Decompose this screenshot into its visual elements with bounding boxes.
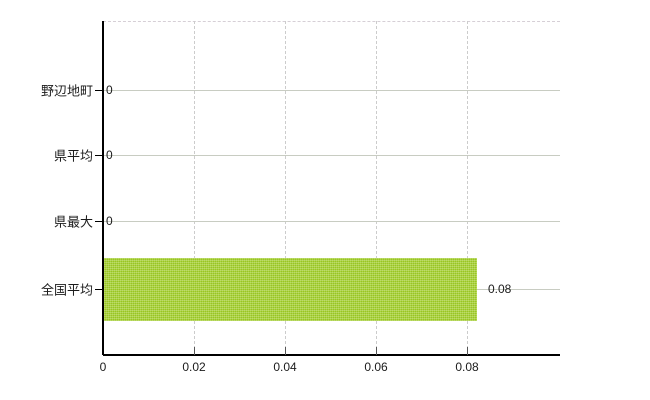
bar-category-3[interactable] bbox=[103, 258, 478, 321]
x-axis-tick-label-1: 0.02 bbox=[182, 360, 206, 374]
x-axis-tick-label-2: 0.04 bbox=[273, 360, 297, 374]
x-axis-tick-3 bbox=[376, 347, 377, 355]
bar-value-label-0: 0 bbox=[106, 83, 113, 97]
y-axis-tick-3 bbox=[95, 289, 103, 290]
y-axis-tick-0 bbox=[95, 90, 103, 91]
gridline-top bbox=[103, 21, 560, 22]
bar-value-label-2: 0 bbox=[106, 214, 113, 228]
x-axis-tick-4 bbox=[467, 347, 468, 355]
y-axis-tick-label-0: 野辺地町 bbox=[40, 83, 93, 99]
y-axis-tick-label-2: 県最大 bbox=[53, 214, 93, 230]
x-axis-tick-label-3: 0.06 bbox=[364, 360, 388, 374]
x-axis-tick-1 bbox=[194, 347, 195, 355]
bar-value-label-1: 0 bbox=[106, 148, 113, 162]
y-axis-tick-1 bbox=[95, 155, 103, 156]
gridline-horizontal-category-1 bbox=[103, 155, 560, 156]
gridline-vertical-0.02 bbox=[194, 21, 196, 354]
x-axis-tick-0 bbox=[103, 347, 104, 355]
y-axis-line bbox=[102, 21, 104, 355]
gridline-vertical-0.04 bbox=[285, 21, 287, 354]
y-axis-tick-label-3: 全国平均 bbox=[40, 282, 93, 298]
x-axis-tick-2 bbox=[285, 347, 286, 355]
bar-value-label-3: 0.08 bbox=[488, 282, 512, 296]
gridline-vertical-0.06 bbox=[376, 21, 378, 354]
x-axis-tick-label-0: 0 bbox=[99, 360, 107, 374]
gridline-horizontal-category-2 bbox=[103, 221, 560, 222]
x-axis-tick-label-4: 0.08 bbox=[455, 360, 479, 374]
gridline-horizontal-category-0 bbox=[103, 90, 560, 91]
gridline-vertical-0.08 bbox=[467, 21, 469, 354]
x-axis-line bbox=[103, 354, 560, 356]
y-axis-tick-2 bbox=[95, 221, 103, 222]
y-axis-tick-label-1: 県平均 bbox=[53, 148, 93, 164]
